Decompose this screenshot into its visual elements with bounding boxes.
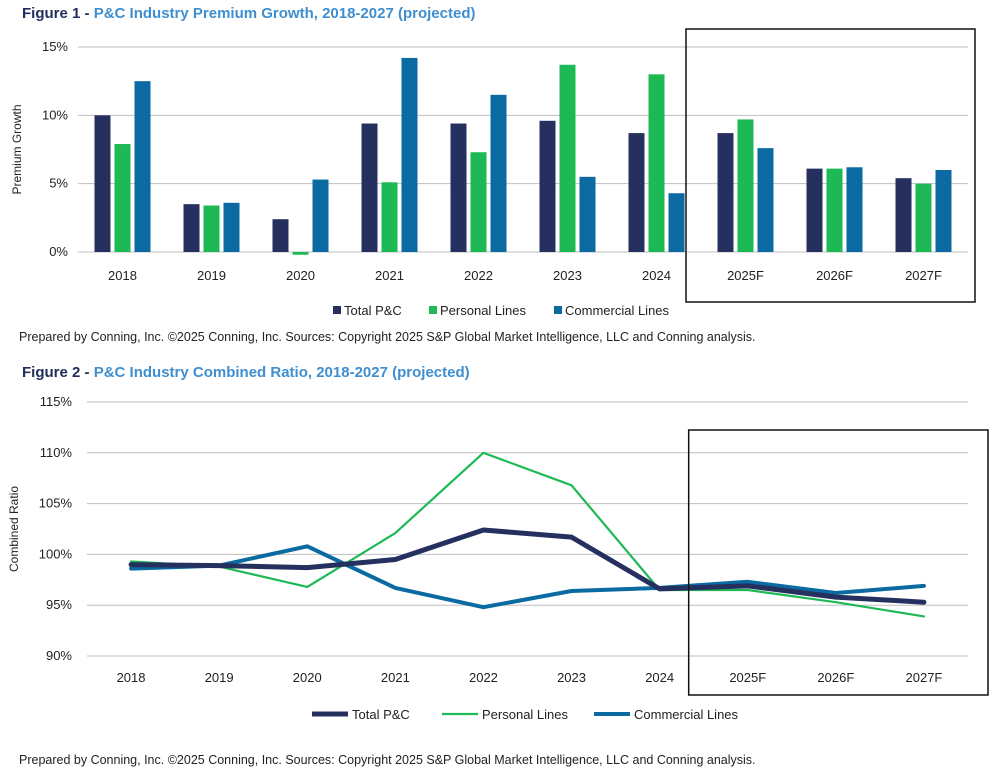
legend-swatch-personal <box>429 306 437 314</box>
y-tick-label: 0% <box>49 244 68 259</box>
bar-personal <box>470 152 487 252</box>
x-tick-label: 2020 <box>293 670 322 685</box>
bar-commercial <box>490 94 507 252</box>
line-personal <box>130 451 926 618</box>
legend-label-commercial: Commercial Lines <box>634 707 739 722</box>
bar-personal <box>203 205 220 252</box>
line-commercial <box>129 544 926 610</box>
x-tick-label: 2018 <box>108 268 137 283</box>
bar-total <box>806 168 823 252</box>
y-tick-label: 5% <box>49 176 68 191</box>
bar-commercial <box>134 81 151 252</box>
x-tick-label: 2027F <box>906 670 943 685</box>
x-tick-label: 2019 <box>197 268 226 283</box>
figure-2-title: Figure 2 - P&C Industry Combined Ratio, … <box>22 364 470 381</box>
combined-ratio-line-chart: 90% 95% 100% 105% 110% 115% Combined Ratio 2018… <box>7 394 989 722</box>
x-tick-label: 2022 <box>464 268 493 283</box>
bar-commercial <box>935 170 952 252</box>
bar-personal <box>915 183 932 252</box>
figure-1-separator: - <box>80 5 94 22</box>
bar-total <box>272 219 289 252</box>
bar-total <box>539 120 556 252</box>
x-tick-label: 2025F <box>729 670 766 685</box>
x-tick-label: 2021 <box>381 670 410 685</box>
legend-swatch-commercial <box>554 306 562 314</box>
bar-commercial <box>579 176 596 252</box>
x-tick-label: 2025F <box>727 268 764 283</box>
bar-commercial <box>846 167 863 252</box>
x-tick-label: 2018 <box>117 670 146 685</box>
y-tick-label: 10% <box>42 107 68 122</box>
bar-total <box>94 115 111 252</box>
bar-personal <box>114 144 131 252</box>
y-axis-label: Premium Growth <box>10 104 24 194</box>
projection-box <box>685 28 976 303</box>
y-tick-label: 95% <box>46 597 72 612</box>
figure-1-title: Figure 1 - P&C Industry Premium Growth, … <box>22 5 475 22</box>
bar-personal <box>559 64 576 252</box>
figure-1-title-text: P&C Industry Premium Growth, 2018-2027 (… <box>93 5 476 22</box>
x-tick-label: 2019 <box>205 670 234 685</box>
bar-commercial <box>401 57 418 252</box>
bar-personal <box>826 168 843 252</box>
x-tick-label: 2023 <box>553 268 582 283</box>
y-tick-label: 15% <box>42 39 68 54</box>
figure-2-label: Figure 2 <box>22 364 81 381</box>
x-tick-label: 2023 <box>557 670 586 685</box>
legend-swatch-total <box>333 306 341 314</box>
figure-1-source: Prepared by Conning, Inc. ©2025 Conning,… <box>19 330 756 344</box>
bar-commercial <box>223 202 240 252</box>
x-tick-label: 2024 <box>642 268 671 283</box>
y-tick-label: 100% <box>39 546 73 561</box>
projection-box <box>687 429 989 696</box>
bar-total <box>361 123 378 253</box>
x-tick-label: 2024 <box>645 670 674 685</box>
bar-total <box>628 133 645 252</box>
figure-1-label: Figure 1 <box>22 5 81 22</box>
premium-growth-bar-chart: 0% 5% 10% 15% Premium Growth 2018 2019 2020 2021… <box>10 28 976 318</box>
line-total <box>128 527 927 605</box>
figure-2-source: Prepared by Conning, Inc. ©2025 Conning,… <box>19 753 756 767</box>
x-tick-label: 2020 <box>286 268 315 283</box>
bar-personal <box>737 119 754 252</box>
bar-personal <box>381 182 398 252</box>
y-tick-label: 105% <box>39 496 73 511</box>
x-tick-label: 2026F <box>817 670 854 685</box>
figure-2-title-text: P&C Industry Combined Ratio, 2018-2027 (… <box>93 364 470 381</box>
bar-total <box>717 133 734 252</box>
x-tick-label: 2022 <box>469 670 498 685</box>
legend-label-commercial: Commercial Lines <box>565 303 670 318</box>
y-tick-label: 90% <box>46 648 72 663</box>
y-tick-label: 115% <box>40 394 73 409</box>
y-axis-label: Combined Ratio <box>7 486 21 572</box>
bar-personal <box>292 252 309 255</box>
bar-commercial <box>312 179 329 252</box>
bar-personal <box>648 74 665 252</box>
legend-label-total: Total P&C <box>344 303 402 318</box>
legend-label-personal: Personal Lines <box>482 707 568 722</box>
legend-label-total: Total P&C <box>352 707 410 722</box>
y-tick-label: 110% <box>40 445 73 460</box>
x-tick-label: 2026F <box>816 268 853 283</box>
figure-2-separator: - <box>80 364 94 381</box>
bar-total <box>450 123 467 253</box>
legend-label-personal: Personal Lines <box>440 303 526 318</box>
bar-total <box>183 204 200 252</box>
bar-commercial <box>668 193 685 252</box>
x-tick-label: 2021 <box>375 268 404 283</box>
bar-commercial <box>757 148 774 252</box>
bar-total <box>895 178 912 252</box>
x-tick-label: 2027F <box>905 268 942 283</box>
